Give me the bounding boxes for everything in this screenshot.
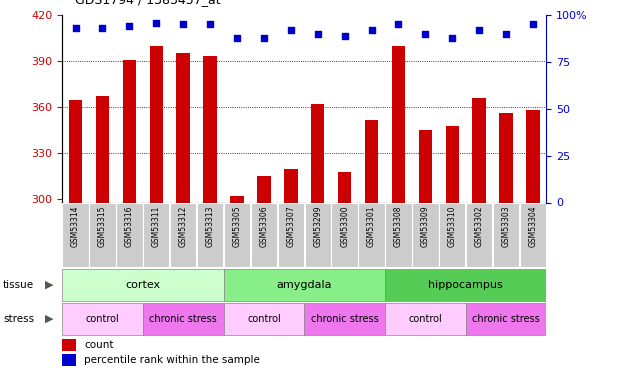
Text: control: control <box>86 314 119 324</box>
Text: GSM53303: GSM53303 <box>502 206 510 248</box>
Text: GSM53307: GSM53307 <box>286 206 296 248</box>
Bar <box>278 203 304 267</box>
Bar <box>62 303 143 335</box>
Text: count: count <box>84 340 114 350</box>
Point <box>366 27 376 33</box>
Point <box>178 21 188 27</box>
Bar <box>473 98 486 202</box>
Point <box>340 33 350 39</box>
Point <box>205 21 215 27</box>
Point <box>71 25 81 31</box>
Bar <box>116 203 143 267</box>
Text: GSM53309: GSM53309 <box>421 206 430 248</box>
Bar <box>385 203 412 267</box>
Text: hippocampus: hippocampus <box>428 280 503 290</box>
Text: stress: stress <box>3 314 34 324</box>
Text: GSM53310: GSM53310 <box>448 206 457 247</box>
Bar <box>526 110 540 202</box>
Point <box>447 34 457 40</box>
Bar <box>332 203 358 267</box>
Text: control: control <box>409 314 442 324</box>
Bar <box>304 303 385 335</box>
Bar <box>520 203 546 267</box>
Text: ▶: ▶ <box>45 314 53 324</box>
Text: GSM53313: GSM53313 <box>206 206 215 247</box>
Text: GSM53311: GSM53311 <box>152 206 161 247</box>
Bar <box>304 203 331 267</box>
Bar <box>419 130 432 203</box>
Text: GSM53312: GSM53312 <box>179 206 188 247</box>
Text: GSM53302: GSM53302 <box>474 206 484 247</box>
Bar <box>466 203 492 267</box>
Bar <box>338 172 351 202</box>
Text: GSM53308: GSM53308 <box>394 206 403 247</box>
Point <box>528 21 538 27</box>
Point <box>286 27 296 33</box>
Bar <box>176 53 190 202</box>
Bar <box>365 120 378 202</box>
Point <box>501 31 511 37</box>
Text: GSM53306: GSM53306 <box>260 206 268 248</box>
Text: GSM53315: GSM53315 <box>98 206 107 247</box>
Bar <box>96 96 109 202</box>
Bar <box>143 203 170 267</box>
Point <box>97 25 107 31</box>
Bar <box>224 203 250 267</box>
Point <box>152 20 161 26</box>
Text: control: control <box>247 314 281 324</box>
Point <box>124 23 134 29</box>
Bar <box>224 269 385 301</box>
Point <box>394 21 404 27</box>
Bar <box>358 203 385 267</box>
Text: percentile rank within the sample: percentile rank within the sample <box>84 355 260 365</box>
Bar <box>257 176 271 203</box>
Bar <box>204 57 217 202</box>
Text: chronic stress: chronic stress <box>310 314 379 324</box>
Text: chronic stress: chronic stress <box>472 314 540 324</box>
Bar <box>143 303 224 335</box>
Bar <box>311 104 324 202</box>
Bar <box>89 203 116 267</box>
Text: chronic stress: chronic stress <box>149 314 217 324</box>
Point <box>420 31 430 37</box>
Point <box>313 31 323 37</box>
Bar <box>123 60 136 202</box>
Bar <box>230 196 243 202</box>
Text: GSM53299: GSM53299 <box>313 206 322 247</box>
Text: GDS1794 / 1383457_at: GDS1794 / 1383457_at <box>75 0 220 6</box>
Text: ▶: ▶ <box>45 280 53 290</box>
Bar <box>224 303 304 335</box>
Text: tissue: tissue <box>3 280 34 290</box>
Point <box>259 34 269 40</box>
Point <box>474 27 484 33</box>
Bar <box>439 203 466 267</box>
Bar <box>392 46 405 203</box>
Bar <box>62 203 89 267</box>
Bar <box>385 269 546 301</box>
Bar <box>62 354 76 366</box>
Bar <box>499 113 513 202</box>
Text: GSM53300: GSM53300 <box>340 206 349 248</box>
Point <box>232 34 242 40</box>
Text: GSM53304: GSM53304 <box>528 206 538 248</box>
Bar <box>150 46 163 203</box>
Bar <box>466 303 546 335</box>
Text: GSM53314: GSM53314 <box>71 206 80 247</box>
Bar <box>62 339 76 351</box>
Text: GSM53316: GSM53316 <box>125 206 134 247</box>
Bar <box>284 169 297 202</box>
Text: GSM53305: GSM53305 <box>232 206 242 248</box>
Bar <box>445 126 459 202</box>
Bar <box>412 203 438 267</box>
Bar <box>62 269 224 301</box>
Text: cortex: cortex <box>125 280 160 290</box>
Bar <box>197 203 224 267</box>
Bar <box>69 99 83 202</box>
Bar <box>251 203 277 267</box>
Bar <box>385 303 466 335</box>
Text: amygdala: amygdala <box>276 280 332 290</box>
Text: GSM53301: GSM53301 <box>367 206 376 247</box>
Bar <box>493 203 519 267</box>
Bar <box>170 203 196 267</box>
